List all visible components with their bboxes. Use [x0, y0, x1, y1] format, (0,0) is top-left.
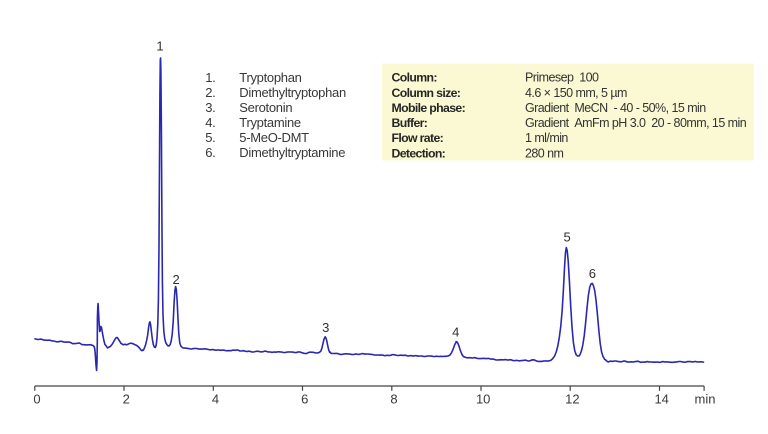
- svg-text:2: 2: [123, 392, 130, 407]
- svg-text:6: 6: [301, 392, 308, 407]
- svg-text:10: 10: [476, 392, 490, 407]
- svg-text:6: 6: [589, 266, 596, 281]
- svg-text:4: 4: [452, 325, 459, 340]
- svg-text:1.: 1.: [205, 70, 215, 85]
- svg-text:Tryptophan: Tryptophan: [239, 70, 301, 85]
- svg-text:4.6 × 150 mm, 5 µm: 4.6 × 150 mm, 5 µm: [525, 86, 627, 100]
- svg-text:Flow rate:: Flow rate:: [392, 131, 444, 145]
- svg-text:Column:: Column:: [392, 71, 437, 85]
- svg-text:Primesep 100: Primesep 100: [525, 71, 599, 85]
- svg-text:1: 1: [156, 39, 163, 54]
- svg-text:6.: 6.: [205, 145, 215, 160]
- svg-text:Buffer:: Buffer:: [392, 116, 428, 130]
- svg-text:Tryptamine: Tryptamine: [239, 115, 301, 130]
- svg-text:12: 12: [565, 392, 579, 407]
- svg-text:4: 4: [212, 392, 219, 407]
- svg-text:2: 2: [172, 272, 179, 287]
- svg-text:1 ml/min: 1 ml/min: [525, 131, 568, 145]
- svg-text:0: 0: [33, 392, 40, 407]
- svg-text:Gradient AmFm pH 3.0 20 - 80: Gradient AmFm pH 3.0 20 - 80mm, 15 min: [525, 116, 747, 130]
- svg-text:280 nm: 280 nm: [525, 146, 564, 160]
- svg-text:Serotonin: Serotonin: [239, 100, 292, 115]
- svg-text:5.: 5.: [205, 130, 215, 145]
- svg-text:5: 5: [563, 229, 570, 244]
- svg-text:8: 8: [390, 392, 397, 407]
- svg-text:Dimethyltryptophan: Dimethyltryptophan: [239, 85, 346, 100]
- svg-text:2.: 2.: [205, 85, 215, 100]
- svg-text:3: 3: [322, 320, 329, 335]
- svg-text:3.: 3.: [205, 100, 215, 115]
- svg-text:Detection:: Detection:: [392, 146, 446, 160]
- svg-text:Gradient MeCN - 40 - 50%, 15: Gradient MeCN - 40 - 50%, 15 min: [525, 101, 706, 115]
- svg-text:5-MeO-DMT: 5-MeO-DMT: [239, 130, 309, 145]
- svg-text:4.: 4.: [205, 115, 215, 130]
- svg-text:min: min: [695, 392, 716, 407]
- svg-text:Dimethyltryptamine: Dimethyltryptamine: [239, 145, 345, 160]
- svg-text:Mobile phase:: Mobile phase:: [392, 101, 466, 115]
- svg-text:Column size:: Column size:: [392, 86, 461, 100]
- svg-text:14: 14: [654, 392, 668, 407]
